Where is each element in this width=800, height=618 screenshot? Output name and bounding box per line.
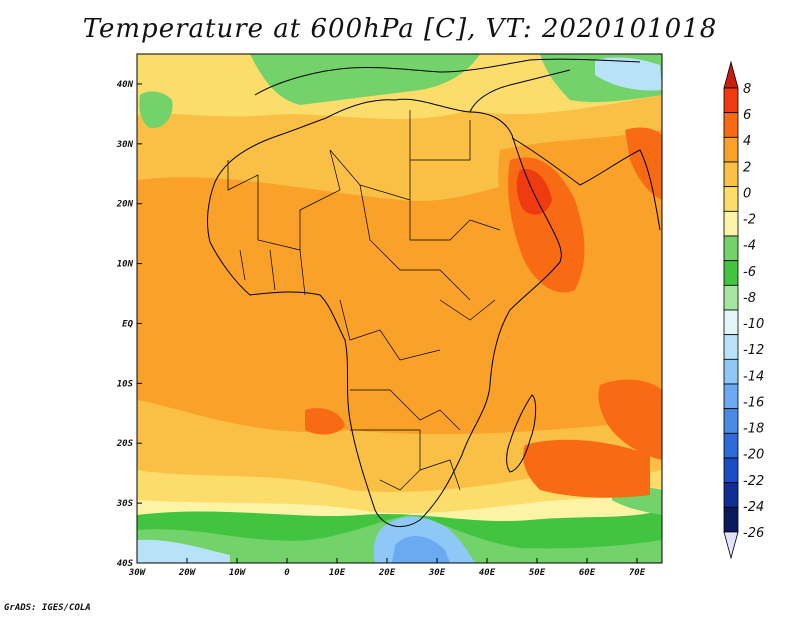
lon-tick-label: 20E <box>378 568 396 578</box>
longitude-axis: 30W 20W 10W 0 10E 20E 30E 40E 50E 60E 70E <box>128 558 646 578</box>
lon-tick-label: 50E <box>529 568 546 578</box>
colorbar-level-label: 8 <box>743 82 751 97</box>
credit-label: GrADS: IGES/COLA <box>4 603 91 613</box>
colorbar-bin <box>723 210 739 237</box>
lon-tick-label: 30W <box>128 568 147 578</box>
colorbar-bin <box>723 186 739 212</box>
lat-tick-label: EQ <box>122 319 133 329</box>
lon-tick-label: 20W <box>178 568 197 578</box>
lat-tick-label: 30S <box>116 499 134 509</box>
colorbar-bin <box>723 112 739 138</box>
colorbar-level-label: 4 <box>743 134 751 149</box>
colorbar-level-label: -10 <box>743 317 764 332</box>
latitude-axis: 40N 30N 20N 10N EQ 10S 20S 30S 40S <box>116 80 142 569</box>
colorbar-level-label: -22 <box>743 474 764 489</box>
colorbar-bin <box>723 161 739 188</box>
colorbar-level-label: -8 <box>743 291 756 306</box>
colorbar-bin <box>723 284 739 311</box>
colorbar-level-label: -26 <box>743 526 764 541</box>
colorbar-level-label: -2 <box>743 213 756 228</box>
colorbar: 8 6 4 2 0 -2 -4 -6 -8 -10 -12 -14 -16 -18 -20 -22 -24 -26 <box>723 60 764 560</box>
colorbar-bin <box>723 334 739 360</box>
colorbar-level-label: -16 <box>743 395 764 410</box>
lon-tick-label: 10E <box>329 568 346 578</box>
lat-tick-label: 40N <box>117 80 134 90</box>
colorbar-level-label: -18 <box>743 422 764 437</box>
colorbar-bin <box>723 235 739 262</box>
colorbar-bin <box>723 309 739 336</box>
map-frame <box>136 53 663 564</box>
country-borders <box>227 110 501 491</box>
colorbar-bin <box>723 432 739 459</box>
colorbar-bin <box>723 457 739 484</box>
lat-tick-label: 10N <box>117 260 134 270</box>
lon-tick-label: 40E <box>479 568 496 578</box>
lat-tick-label: 20S <box>116 439 134 449</box>
colorbar-lower-extension <box>723 531 739 560</box>
colorbar-bin <box>723 506 739 533</box>
temperature-field <box>137 54 662 563</box>
lat-tick-label: 40S <box>117 559 134 569</box>
lon-tick-label: 30E <box>428 568 446 578</box>
colorbar-level-label: -24 <box>743 500 764 515</box>
lat-tick-label: 10S <box>117 379 134 389</box>
map-title: Temperature at 600hPa [C], VT: 202010101… <box>82 14 718 44</box>
colorbar-level-label: -12 <box>743 343 764 358</box>
colorbar-level-label: -14 <box>743 369 764 384</box>
lon-tick-label: 60E <box>579 568 596 578</box>
colorbar-level-label: -4 <box>743 239 756 254</box>
colorbar-level-label: 2 <box>743 160 751 175</box>
lat-tick-label: 30N <box>116 140 134 150</box>
lon-tick-label: 70E <box>629 568 646 578</box>
lon-tick-label: 0 <box>284 568 290 578</box>
colorbar-bin <box>723 136 739 163</box>
colorbar-bin <box>723 383 739 410</box>
colorbar-bin <box>723 482 739 508</box>
colorbar-upper-extension <box>723 60 739 89</box>
colorbar-level-label: 0 <box>743 186 751 201</box>
colorbar-level-label: 6 <box>743 108 751 123</box>
colorbar-bin <box>723 87 739 114</box>
lon-tick-label: 10W <box>229 568 247 578</box>
colorbar-level-label: -20 <box>743 448 764 463</box>
colorbar-bin <box>723 260 739 286</box>
lat-tick-label: 20N <box>116 200 134 210</box>
coastline <box>207 58 661 528</box>
colorbar-bin <box>723 358 739 385</box>
colorbar-bin <box>723 408 739 434</box>
colorbar-level-label: -6 <box>743 265 756 280</box>
